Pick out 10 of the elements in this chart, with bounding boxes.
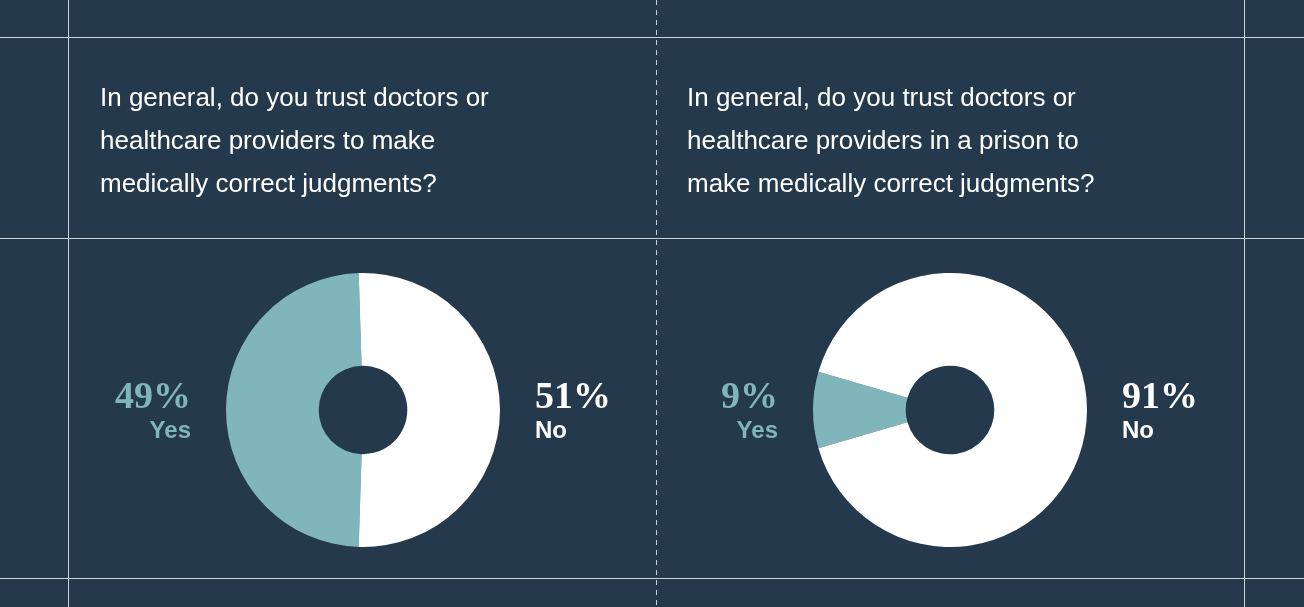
slice-label: Yes [736,416,778,443]
slice-label: No [535,416,567,443]
chart-title: In general, do you trust doctors or healthcare providers in a prison to make medically correct judgments? [687,81,1096,200]
slice-label: Yes [149,416,191,443]
data-label: 9% [721,374,778,416]
data-label: 91% [1122,374,1198,416]
chart-title: In general, do you trust doctors or healthcare providers to make medically correct judgments? [100,81,490,200]
data-label: 51% [535,374,611,416]
slice-label: No [1122,416,1154,443]
data-label: 49% [115,374,191,416]
